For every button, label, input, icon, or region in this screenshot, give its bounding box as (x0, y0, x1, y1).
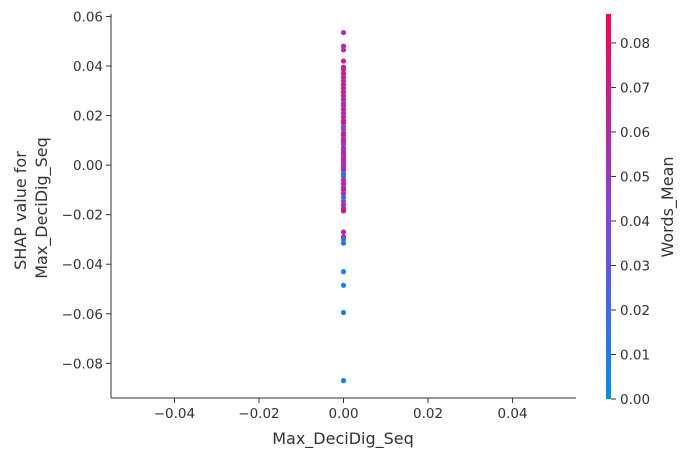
data-point (340, 82, 347, 88)
data-point (340, 110, 347, 116)
data-point (340, 29, 347, 36)
x-tick-label: 0.02 (413, 406, 443, 422)
data-point (340, 93, 347, 99)
data-point (340, 187, 347, 193)
data-point (340, 74, 347, 80)
colorbar-tick-label: 0.01 (620, 347, 650, 363)
data-point (340, 120, 347, 126)
colorbar-tick-label: 0.06 (620, 125, 650, 141)
colorbar-label: Words_Mean (658, 156, 678, 257)
colorbar-ticks: 0.00 0.01 0.02 0.03 0.04 0.05 0.06 0.07 0.08 (611, 36, 650, 408)
data-point (340, 103, 347, 109)
data-point (340, 309, 347, 316)
y-axis-label: SHAP value for Max_DeciDig_Seq (11, 137, 52, 279)
y-tick-label: 0.02 (73, 109, 103, 125)
data-point (340, 47, 347, 53)
data-point (340, 282, 347, 288)
colorbar-tick-label: 0.00 (620, 392, 650, 408)
svg-text:SHAP value for Max_DeciD: SHAP value for Max_DeciDig_Seq (11, 137, 52, 279)
data-point (340, 236, 347, 243)
data-point (340, 126, 347, 132)
colorbar: 0.00 0.01 0.02 0.03 0.04 0.05 0.06 0.07 0.08 Wor… (606, 14, 678, 408)
data-point (340, 141, 347, 147)
y-tick-label: −0.02 (62, 208, 103, 224)
data-point (340, 114, 347, 120)
y-tick-label: −0.04 (62, 257, 103, 273)
data-point (340, 96, 347, 103)
data-point (340, 378, 347, 384)
data-point (340, 85, 347, 91)
y-tick-label: −0.08 (62, 356, 103, 372)
data-point (340, 181, 347, 187)
data-point (340, 43, 347, 49)
data-point (340, 173, 347, 179)
y-ticks: 0.06 0.04 0.02 0.00 −0.02 −0.04 −0.06 −0.08 (62, 9, 111, 372)
x-axis-label: Max_DeciDig_Seq (272, 429, 414, 449)
data-point (340, 240, 347, 246)
x-tick-label: −0.04 (154, 406, 195, 422)
data-point (340, 177, 347, 183)
x-tick-label: −0.02 (238, 406, 279, 422)
data-point (340, 58, 347, 64)
y-tick-label: 0.00 (73, 158, 103, 174)
colorbar-tick-label: 0.04 (620, 214, 650, 230)
colorbar-tick-label: 0.07 (620, 80, 650, 96)
colorbar-tick-label: 0.03 (620, 258, 650, 274)
data-point (340, 269, 347, 275)
x-tick-label: 0.00 (328, 406, 358, 422)
colorbar-tick-label: 0.02 (620, 303, 650, 319)
data-point (340, 78, 347, 84)
scatter-points (340, 29, 347, 384)
x-ticks: −0.04 −0.02 0.00 0.02 0.04 (154, 398, 528, 422)
y-tick-label: 0.06 (73, 9, 103, 25)
data-point (340, 202, 347, 208)
data-point (340, 229, 347, 235)
x-tick-label: 0.04 (498, 406, 528, 422)
data-point (340, 208, 347, 214)
colorbar-tick-label: 0.08 (620, 36, 650, 52)
y-axis-label-line1: SHAP value for (11, 151, 30, 270)
y-axis-label-line2: Max_DeciDig_Seq (32, 137, 52, 279)
data-point (340, 89, 347, 95)
data-point (340, 132, 347, 138)
plot-area: −0.04 −0.02 0.00 0.02 0.04 0.060.040.020.00−… (62, 9, 576, 422)
data-point (340, 198, 347, 204)
y-tick-label: 0.04 (73, 59, 103, 75)
data-point (340, 70, 347, 77)
colorbar-tick-label: 0.05 (620, 169, 650, 185)
colorbar-gradient (606, 14, 611, 399)
data-point (340, 167, 347, 173)
data-point (340, 106, 347, 112)
data-point (340, 194, 347, 200)
data-point (340, 191, 347, 197)
y-tick-label: −0.06 (62, 307, 103, 323)
data-point (340, 67, 347, 73)
